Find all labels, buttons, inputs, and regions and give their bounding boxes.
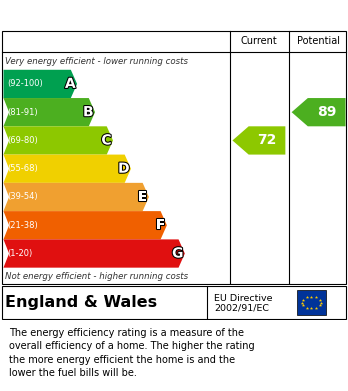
Text: B: B (83, 105, 94, 119)
Text: (21-38): (21-38) (8, 221, 38, 230)
Polygon shape (3, 70, 77, 98)
Text: England & Wales: England & Wales (5, 295, 157, 310)
Text: A: A (65, 77, 76, 91)
Text: Current: Current (240, 36, 277, 46)
Bar (296, 290, 326, 315)
Text: E: E (138, 190, 148, 204)
Text: EU Directive: EU Directive (214, 294, 272, 303)
Polygon shape (232, 126, 285, 154)
Polygon shape (3, 154, 131, 183)
Text: (69-80): (69-80) (8, 136, 38, 145)
Text: (39-54): (39-54) (8, 192, 38, 201)
Text: (55-68): (55-68) (8, 164, 38, 173)
Text: The energy efficiency rating is a measure of the
overall efficiency of a home. T: The energy efficiency rating is a measur… (9, 328, 254, 378)
Text: (1-20): (1-20) (8, 249, 33, 258)
Text: 72: 72 (257, 133, 277, 147)
Text: Not energy efficient - higher running costs: Not energy efficient - higher running co… (5, 272, 188, 281)
Polygon shape (3, 98, 95, 126)
Text: (81-91): (81-91) (8, 108, 38, 117)
Polygon shape (3, 183, 149, 211)
Text: F: F (156, 218, 166, 232)
Polygon shape (3, 211, 167, 239)
Text: 89: 89 (317, 105, 337, 119)
Text: 2002/91/EC: 2002/91/EC (214, 303, 269, 312)
Text: Potential: Potential (296, 36, 340, 46)
Text: (92-100): (92-100) (8, 79, 44, 88)
Polygon shape (3, 126, 113, 154)
Text: G: G (172, 247, 183, 260)
Polygon shape (292, 98, 346, 126)
Text: Very energy efficient - lower running costs: Very energy efficient - lower running co… (5, 57, 188, 66)
Text: Energy Efficiency Rating: Energy Efficiency Rating (9, 7, 211, 23)
Text: C: C (101, 133, 112, 147)
Text: D: D (118, 162, 129, 176)
Polygon shape (3, 239, 185, 268)
